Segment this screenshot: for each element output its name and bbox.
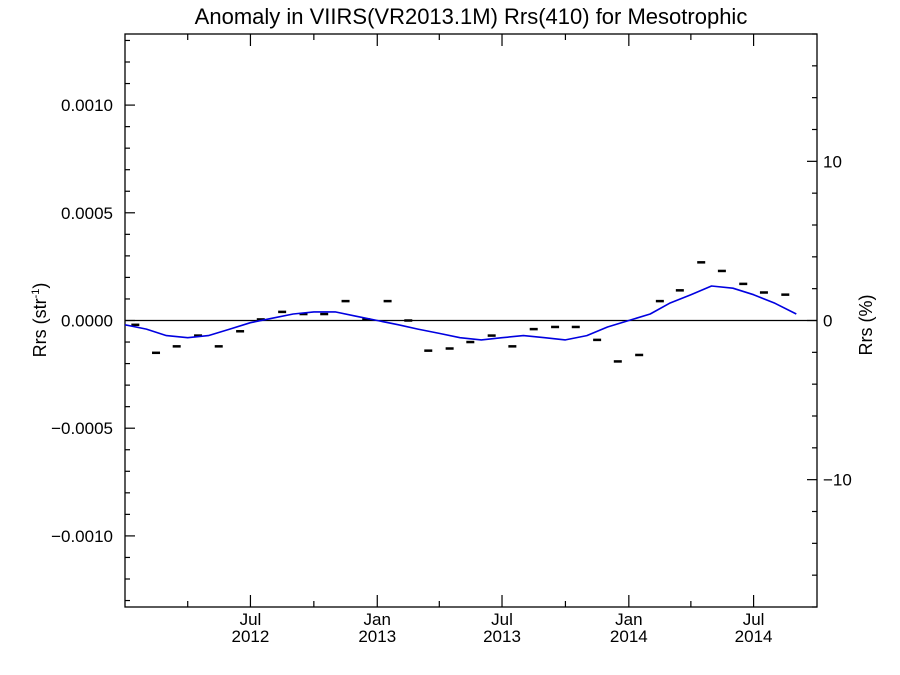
y-left-tick-label: 0.0000 [61, 312, 113, 331]
y-axis-label-left: Rrs (str-1) [30, 283, 50, 358]
x-tick-label-year: 2013 [483, 627, 521, 646]
y-left-tick-label: 0.0005 [61, 204, 113, 223]
y-right-tick-label: 10 [823, 152, 842, 171]
x-tick-label-year: 2014 [735, 627, 773, 646]
y-axis-label-left-main: Rrs (str [30, 298, 50, 357]
y-axis-label-right: Rrs (%) [856, 295, 876, 356]
plot-area [124, 33, 818, 608]
y-right-tick-label: −10 [823, 471, 852, 490]
x-tick-label-month: Jul [240, 610, 262, 629]
y-left-tick-label: −0.0010 [51, 527, 113, 546]
y-axis-label-left-end: ) [30, 283, 50, 289]
x-tick-label-month: Jan [364, 610, 391, 629]
x-tick-label-month: Jul [743, 610, 765, 629]
x-tick-label-year: 2014 [610, 627, 648, 646]
chart-title: Anomaly in VIIRS(VR2013.1M) Rrs(410) for… [195, 4, 748, 29]
svg-text:Rrs (str-1): Rrs (str-1) [30, 283, 50, 358]
trend-line [124, 285, 797, 341]
y-left-tick-label: −0.0005 [51, 419, 113, 438]
x-tick-label-month: Jul [491, 610, 513, 629]
y-right-tick-label: 0 [823, 312, 832, 331]
x-tick-label-month: Jan [615, 610, 642, 629]
y-left-tick-label: 0.0010 [61, 96, 113, 115]
x-tick-label-year: 2012 [232, 627, 270, 646]
y-axis-label-left-sup: -1 [30, 289, 42, 299]
x-tick-label-year: 2013 [358, 627, 396, 646]
